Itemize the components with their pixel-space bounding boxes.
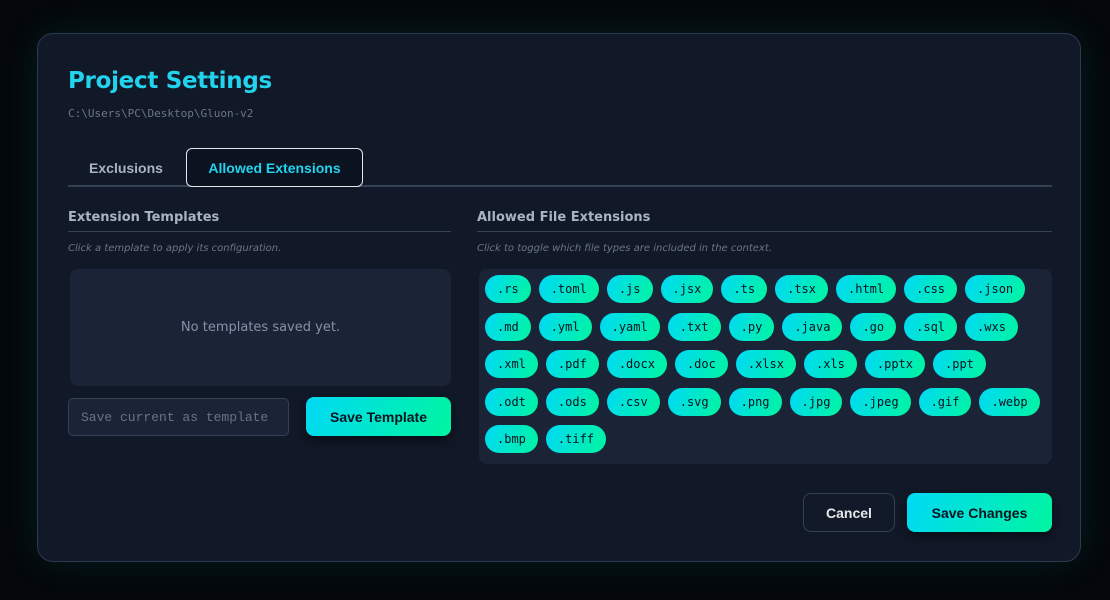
extension-chip[interactable]: .html [836,275,897,303]
extension-chip[interactable]: .sql [904,312,958,341]
extension-chip[interactable]: .pptx [864,350,925,378]
extension-chip[interactable]: .docx [606,350,667,378]
extension-chip[interactable]: .yaml [599,312,660,341]
save-changes-button[interactable]: Save Changes [907,493,1052,532]
extension-chip[interactable]: .tsx [775,275,828,303]
template-name-input[interactable] [68,398,289,436]
save-template-button[interactable]: Save Template [306,397,451,436]
project-settings-modal: Project Settings C:\Users\PC\Desktop\Glu… [37,33,1081,562]
extension-chip[interactable]: .js [606,275,653,303]
extension-chip[interactable]: .pdf [545,350,599,378]
extension-chip[interactable]: .webp [979,387,1040,416]
extension-chip[interactable]: .rs [485,275,531,303]
extension-chip[interactable]: .wxs [965,312,1018,341]
extensions-list: .rs .toml .js .jsx .ts .tsx .html .css .json .md.… [479,269,1052,464]
extension-chip[interactable]: .ts [721,275,768,303]
extension-chip[interactable]: .gif [918,387,972,416]
empty-templates-text: No templates saved yet. [180,320,341,335]
extension-chip[interactable]: .csv [606,387,660,416]
cancel-button[interactable]: Cancel [803,493,895,532]
extension-chip[interactable]: .doc [674,350,728,378]
templates-list: No templates saved yet. [70,269,451,386]
extension-chip[interactable]: .tiff [545,425,607,453]
extension-chip[interactable]: .java [782,312,843,341]
extension-chip[interactable]: .odt [485,387,538,416]
extension-chip[interactable]: .go [850,312,897,341]
tab-exclusions[interactable]: Exclusions [89,159,163,176]
extension-chip[interactable]: .jpeg [850,387,911,416]
extension-chip[interactable]: .png [728,387,782,416]
extension-chip[interactable]: .md [485,312,531,341]
extension-chip[interactable]: .xlsx [735,350,796,378]
extension-chip[interactable]: .jsx [660,275,714,303]
project-path: C:\Users\PC\Desktop\Gluon-v2 [68,107,254,120]
templates-hint: Click a template to apply its configurat… [68,243,282,254]
extension-chip[interactable]: .yml [538,312,592,341]
extensions-hint: Click to toggle which file types are inc… [477,243,772,254]
extension-chip[interactable]: .xls [803,350,857,378]
extension-chip[interactable]: .toml [538,275,599,303]
tab-bar: Exclusions Allowed Extensions [68,148,1052,187]
extension-chip[interactable]: .css [904,275,958,303]
extension-chip[interactable]: .json [965,275,1026,303]
extension-chip[interactable]: .py [728,312,775,341]
tab-allowed-extensions[interactable]: Allowed Extensions [186,148,363,187]
extension-chip[interactable]: .bmp [485,425,538,453]
extension-chip[interactable]: .ppt [933,350,986,378]
extension-chip[interactable]: .svg [667,387,721,416]
allowed-extensions-heading: Allowed File Extensions [477,210,1052,232]
extension-chip[interactable]: .jpg [789,387,843,416]
extension-templates-heading: Extension Templates [68,210,451,232]
extension-chip[interactable]: .txt [667,312,721,341]
extension-chip[interactable]: .ods [545,387,599,416]
modal-title: Project Settings [68,68,272,94]
extension-chip[interactable]: .xml [485,350,538,378]
